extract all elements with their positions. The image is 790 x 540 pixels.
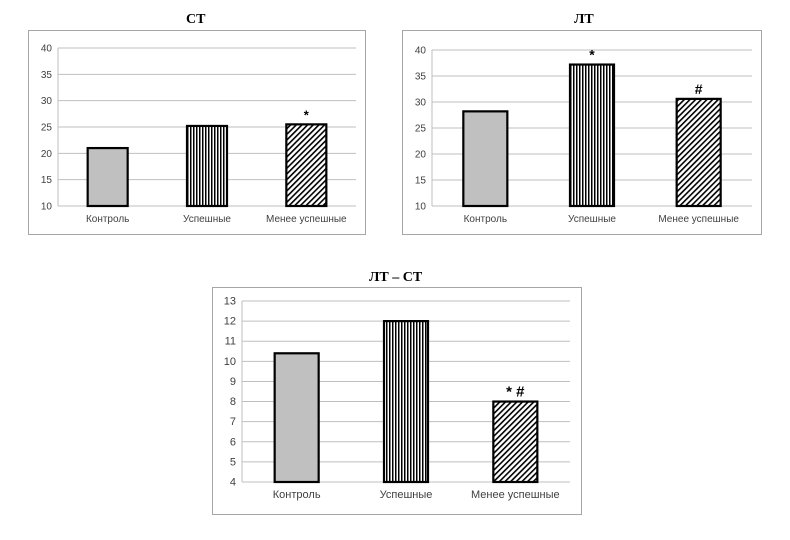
x-tick-label: Менее успешные [658,214,739,225]
x-tick-label: Успешные [183,214,231,225]
y-tick-label: 15 [415,176,427,187]
x-tick-label: Контроль [273,489,321,501]
y-tick-label: 13 [224,296,236,308]
y-tick-label: 30 [415,98,427,109]
significance-marker: * # [506,384,525,401]
significance-marker: # [695,81,703,97]
x-tick-label: Менее успешные [471,489,560,501]
y-tick-label: 7 [230,416,236,428]
bar-3 [285,123,328,208]
y-tick-label: 25 [415,124,427,135]
y-tick-label: 5 [230,456,236,468]
x-tick-label: Контроль [464,214,507,225]
y-tick-label: 6 [230,436,236,448]
bar-3 [492,400,539,484]
chart-title-lt: ЛТ [574,12,594,27]
y-tick-label: 25 [41,123,53,134]
y-tick-label: 10 [224,356,236,368]
y-tick-label: 30 [41,96,53,107]
y-tick-label: 11 [225,336,236,348]
x-tick-label: Контроль [86,214,129,225]
bar-2 [382,320,430,484]
bar-2 [568,63,616,208]
chart-lt-minus-st: 4 5 6 7 8 9 10 11 12 13 Контроль Успешные Менее успе… [212,287,582,515]
significance-marker: * [304,107,310,122]
y-tick-label: 40 [415,46,427,57]
bar-3 [675,97,722,208]
y-tick-label: 12 [224,316,236,328]
y-tick-label: 20 [41,149,53,160]
bar-1 [462,110,509,208]
chart-st: 10 15 20 25 30 35 40 Контроль Успешные Менее успе… [28,30,366,235]
chart-title-lt-st: ЛТ – СТ [369,270,423,285]
y-tick-label: 35 [41,70,53,81]
x-tick-label: Менее успешные [266,214,347,225]
x-tick-label: Успешные [568,214,616,225]
x-tick-label: Успешные [380,489,433,501]
bar-1 [86,146,129,208]
y-tick-label: 9 [230,376,236,388]
y-tick-label: 4 [230,477,236,489]
y-tick-label: 8 [230,396,236,408]
bar-1 [273,352,320,484]
chart-title-st: СТ [186,12,206,27]
chart-lt: 10 15 20 25 30 35 40 Контроль Успешные * Менее усп… [402,30,762,235]
significance-marker: * [589,47,595,63]
y-tick-label: 40 [41,44,53,55]
y-tick-label: 15 [41,175,53,186]
y-tick-label: 35 [415,72,427,83]
y-tick-label: 20 [415,150,427,161]
y-tick-label: 10 [415,202,427,213]
y-tick-label: 10 [41,202,53,213]
bar-2 [185,124,229,208]
